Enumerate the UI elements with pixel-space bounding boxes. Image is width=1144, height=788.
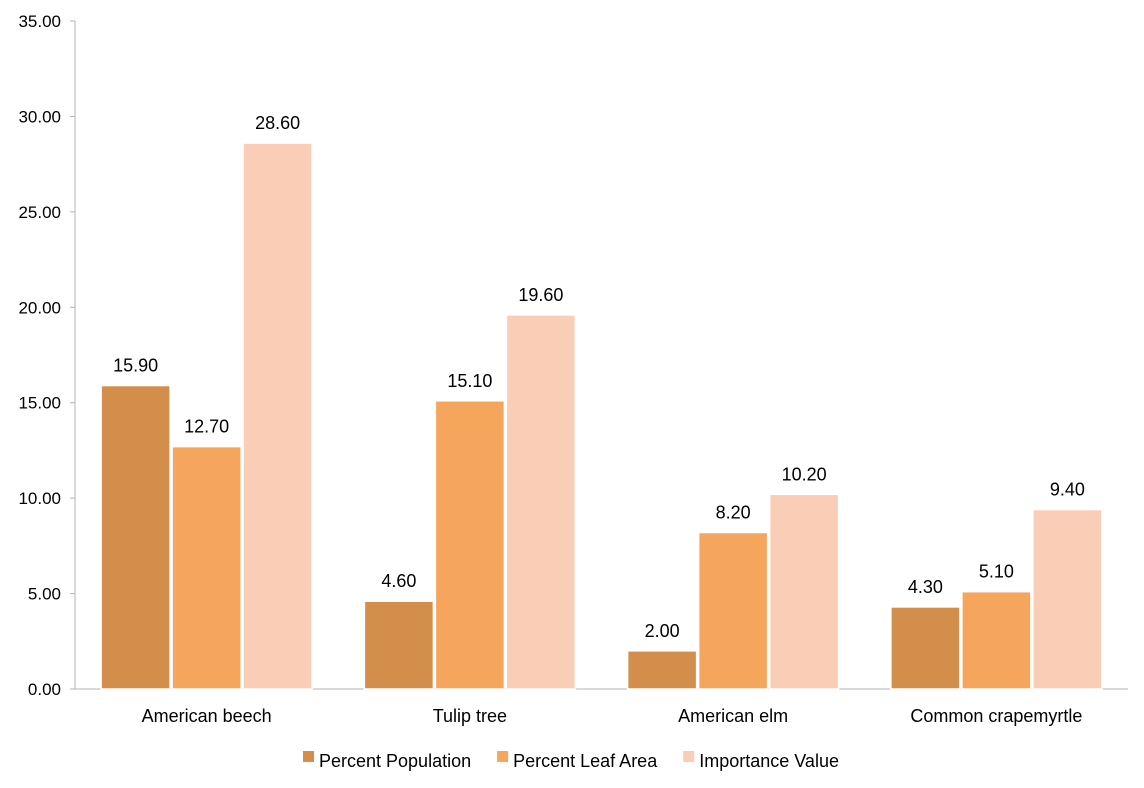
data-label-percent-population-american-elm: 2.00 <box>645 621 680 641</box>
y-tick-label: 10.00 <box>18 489 61 508</box>
x-tick-label: Common crapemyrtle <box>910 706 1082 726</box>
legend-swatch <box>497 751 509 762</box>
bar-percent-leaf-area-american-beech <box>171 445 242 690</box>
bar-percent-leaf-area-american-elm <box>697 531 769 690</box>
data-label-importance-value-tulip-tree: 19.60 <box>518 285 563 305</box>
data-label-importance-value-american-beech: 28.60 <box>255 113 300 133</box>
y-axis: 0.00 5.00 10.00 15.00 20.00 25.00 30.00 35.00 <box>18 12 76 699</box>
data-label-percent-leaf-area-common-crapemyrtle: 5.10 <box>979 562 1014 582</box>
data-label-percent-population-common-crapemyrtle: 4.30 <box>908 577 943 597</box>
y-tick-label: 20.00 <box>18 298 61 317</box>
x-tick-label: American elm <box>678 706 788 726</box>
x-axis: American beech Tulip tree American elm Comm… <box>75 688 1128 726</box>
legend-label: Percent Population <box>319 751 471 771</box>
bar-importance-value-american-elm <box>768 493 840 690</box>
data-labels: 15.90 12.70 28.60 4.60 15.10 19.60 2.00 8.20 10.… <box>113 113 1085 641</box>
data-label-importance-value-common-crapemyrtle: 9.40 <box>1050 480 1085 500</box>
y-tick-label: 35.00 <box>18 12 61 31</box>
y-tick-label: 25.00 <box>18 203 61 222</box>
legend-item-percent-population: Percent Population <box>303 751 471 771</box>
legend-label: Importance Value <box>699 751 839 771</box>
legend-item-importance-value: Importance Value <box>683 751 839 771</box>
y-tick-label: 5.00 <box>28 585 61 604</box>
bar-percent-population-american-elm <box>626 650 698 690</box>
data-label-importance-value-american-elm: 10.20 <box>782 464 827 484</box>
bar-percent-population-tulip-tree <box>363 600 435 690</box>
bar-percent-leaf-area-tulip-tree <box>434 400 506 690</box>
bars <box>100 142 1103 690</box>
legend-item-percent-leaf-area: Percent Leaf Area <box>497 751 658 771</box>
bar-importance-value-american-beech <box>242 142 313 690</box>
data-label-percent-population-american-beech: 15.90 <box>113 356 158 376</box>
bar-percent-leaf-area-common-crapemyrtle <box>961 590 1032 690</box>
legend-swatch <box>303 751 314 762</box>
x-tick-label: Tulip tree <box>433 706 507 726</box>
data-label-percent-leaf-area-american-beech: 12.70 <box>184 417 229 437</box>
legend: Percent Population Percent Leaf Area Impor… <box>303 751 839 771</box>
x-tick-label: American beech <box>142 706 272 726</box>
bar-importance-value-tulip-tree <box>505 314 577 690</box>
data-label-percent-leaf-area-tulip-tree: 15.10 <box>447 371 492 391</box>
y-tick-label: 15.00 <box>18 394 61 413</box>
bar-percent-population-common-crapemyrtle <box>890 606 961 690</box>
bar-percent-population-american-beech <box>100 384 171 690</box>
bar-importance-value-common-crapemyrtle <box>1032 508 1103 690</box>
y-tick-label: 30.00 <box>18 107 61 126</box>
y-tick-label: 0.00 <box>28 680 61 699</box>
data-label-percent-leaf-area-american-elm: 8.20 <box>716 502 751 522</box>
legend-label: Percent Leaf Area <box>513 751 658 771</box>
legend-swatch <box>683 751 695 762</box>
data-label-percent-population-tulip-tree: 4.60 <box>381 571 416 591</box>
